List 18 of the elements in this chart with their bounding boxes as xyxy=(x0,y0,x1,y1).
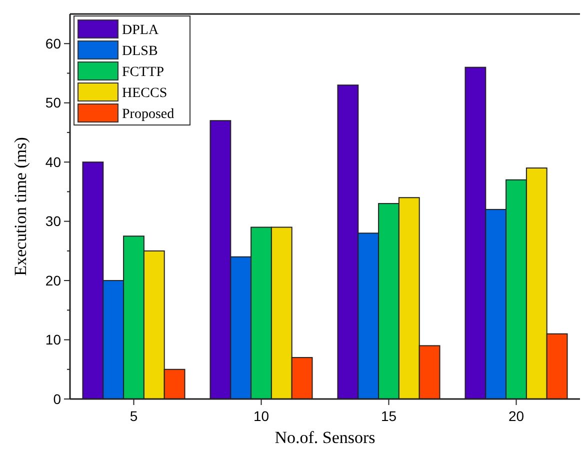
legend-label: HECCS xyxy=(122,86,168,101)
legend-label: FCTTP xyxy=(122,65,164,80)
y-axis-title: Execution time (ms) xyxy=(11,137,30,276)
y-tick-label: 50 xyxy=(45,94,62,111)
y-tick-label: 40 xyxy=(45,154,62,170)
legend-label: DPLA xyxy=(122,23,160,38)
legend-label: DLSB xyxy=(122,44,158,59)
x-tick-label: 5 xyxy=(130,408,138,424)
x-tick-label: 20 xyxy=(508,408,524,424)
y-tick-label: 0 xyxy=(53,390,62,407)
x-tick-label: 10 xyxy=(253,408,270,424)
y-tick-label: 10 xyxy=(45,332,62,348)
y-tick-label: 30 xyxy=(45,213,62,230)
y-tick-label: 20 xyxy=(45,272,62,288)
legend-label: Proposed xyxy=(122,107,174,122)
x-tick-label: 15 xyxy=(380,408,397,424)
x-axis-title: No.of. Sensors xyxy=(274,428,376,447)
y-tick-label: 60 xyxy=(45,36,62,52)
